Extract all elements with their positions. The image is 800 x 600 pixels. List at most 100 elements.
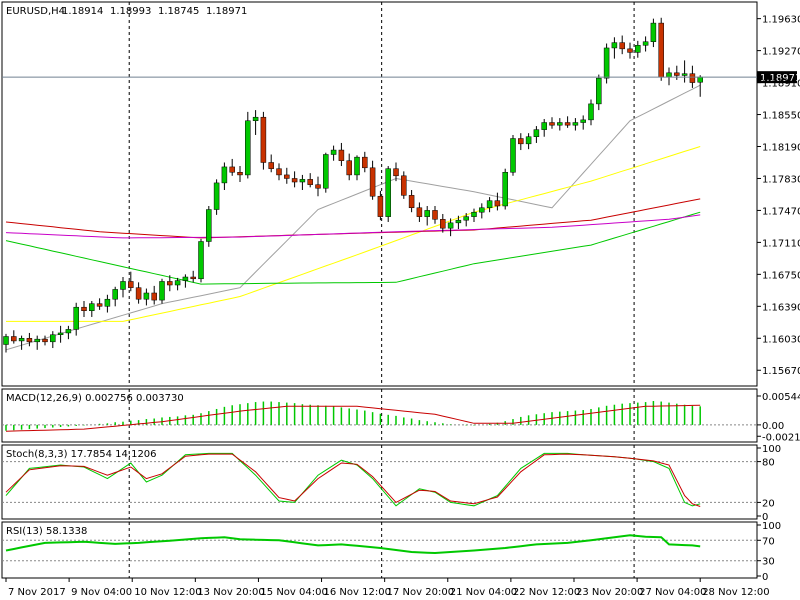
price-y-tick-label: 1.16030 [762, 334, 800, 345]
candle [486, 200, 493, 209]
candle [385, 168, 391, 217]
candle [549, 122, 555, 126]
candle [479, 207, 485, 213]
candle [346, 160, 352, 176]
candle [362, 156, 368, 169]
candle [81, 306, 87, 311]
x-tick-label: 7 Nov 2017 [8, 587, 66, 598]
candle [377, 195, 384, 217]
price-y-tick-label: 1.18550 [762, 111, 800, 122]
current-price-box [757, 71, 797, 84]
candle [143, 292, 150, 300]
candle [174, 280, 181, 286]
candle [307, 179, 313, 185]
candle [440, 219, 446, 229]
candle [276, 168, 282, 176]
candle [252, 116, 259, 122]
candle [658, 22, 664, 78]
candle [697, 76, 703, 83]
candle [642, 41, 649, 46]
rsi-y-tick-label: 100 [762, 521, 781, 532]
candle [237, 171, 243, 176]
candle [494, 200, 501, 207]
candle [34, 338, 40, 343]
candle [3, 336, 9, 345]
rsi-line [5, 534, 701, 555]
x-tick-label: 15 Nov 04:00 [260, 587, 327, 598]
candle [533, 129, 540, 137]
macd-signal-line [5, 404, 701, 432]
candle [603, 47, 610, 79]
stochastic-indicator [2, 452, 757, 507]
candle [128, 281, 134, 288]
candle [681, 73, 688, 76]
rsi-y-tick-label: 30 [762, 557, 775, 568]
candle [338, 149, 345, 161]
candle [330, 149, 337, 155]
x-tick-label: 28 Nov 12:00 [702, 587, 769, 598]
rsi-y-tick-label: 70 [762, 536, 775, 547]
candle [268, 162, 274, 169]
candle [541, 122, 547, 130]
candle [50, 334, 56, 343]
price-y-tick-label: 1.17470 [762, 206, 800, 217]
x-tick-label: 21 Nov 04:00 [450, 587, 517, 598]
candle [463, 216, 469, 221]
x-tick-label: 9 Nov 04:00 [71, 587, 132, 598]
price-y-tick-label: 1.19630 [762, 15, 800, 26]
x-tick-label: 16 Nov 12:00 [324, 587, 391, 598]
ohlc-high: 1.18993 [110, 6, 151, 17]
candle [689, 73, 696, 83]
candle [588, 103, 594, 121]
price-y-tick-label: 1.19270 [762, 47, 800, 58]
candle [291, 178, 298, 183]
price-y-tick-label: 1.18190 [762, 143, 800, 154]
candle [401, 175, 407, 196]
ma240-line [5, 214, 701, 239]
candle [596, 77, 602, 105]
macd-panel[interactable] [1, 388, 758, 443]
moving-averages [5, 84, 701, 351]
candle [182, 276, 189, 281]
price-panel[interactable] [1, 1, 758, 387]
macd-y-tick-label: -0.002144 [762, 432, 800, 443]
candle [393, 168, 399, 177]
candle [455, 219, 462, 224]
x-tick-label: 23 Nov 20:00 [576, 587, 643, 598]
candle [611, 42, 618, 49]
candle [104, 298, 111, 307]
candle [323, 154, 329, 189]
price-y-tick-label: 1.18910 [762, 79, 800, 90]
ohlc-open: 1.18914 [62, 6, 103, 17]
candle [502, 171, 508, 207]
stoch-y-tick-label: 100 [762, 444, 781, 455]
stoch-panel[interactable] [1, 444, 758, 520]
macd-title: MACD(12,26,9) 0.002756 0.003730 [6, 393, 184, 404]
candle [650, 22, 657, 42]
price-y-tick-label: 1.17830 [762, 174, 800, 185]
candle [190, 276, 196, 280]
x-tick-label: 22 Nov 12:00 [513, 587, 580, 598]
stoch-y-tick-label: 80 [762, 458, 775, 469]
ma50-line [6, 146, 701, 322]
candle [57, 332, 64, 335]
candles [3, 17, 703, 353]
candle [619, 42, 625, 50]
candle [572, 122, 579, 126]
candle [369, 167, 376, 197]
stoch-signal-line [5, 453, 701, 507]
x-tick-label: 10 Nov 12:00 [134, 587, 201, 598]
rsi-panel[interactable] [1, 521, 758, 579]
candle [198, 241, 204, 280]
candle [315, 184, 321, 189]
candle [354, 156, 360, 176]
price-overlays: 1.18971 [2, 71, 800, 84]
y-axes: 1.19630 1.19270 1.18910 1.18550 1.18190 1.178… [757, 15, 800, 583]
x-tick-label: 17 Nov 20:00 [387, 587, 454, 598]
candle [89, 303, 95, 311]
candle [26, 338, 33, 343]
candle [11, 336, 17, 342]
candle [525, 136, 532, 145]
candle [627, 48, 633, 53]
